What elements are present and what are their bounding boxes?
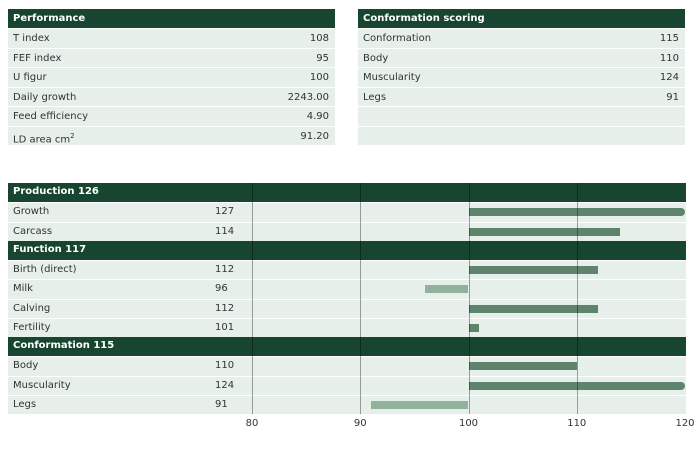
bar-value: 112 — [215, 264, 235, 275]
bar — [468, 304, 599, 313]
row-value: 91 — [666, 91, 679, 103]
tick-label: 90 — [353, 418, 367, 429]
row-label: Body — [363, 52, 389, 64]
gridline — [252, 183, 253, 414]
bar — [468, 381, 685, 390]
bar-value: 114 — [215, 225, 235, 237]
index-bar-chart: Production 126 Growth 127 Carcass 114 Functio… — [8, 183, 686, 414]
bar-row: Calving 112 — [8, 298, 686, 318]
table-row: T index 108 — [8, 28, 335, 48]
group-header: Function 117 — [8, 240, 686, 260]
bar-value: 127 — [215, 206, 235, 218]
bar-label: Growth — [13, 206, 50, 218]
tick-label: 120 — [675, 418, 695, 429]
conformation-scoring-title: Conformation scoring — [358, 9, 685, 28]
gridline — [468, 183, 470, 414]
bar-row: Growth 127 — [8, 202, 686, 222]
row-value: 2243.00 — [287, 91, 329, 103]
bar-value: 91 — [215, 398, 228, 410]
bar-row: Birth (direct) 112 — [8, 260, 686, 280]
table-row: Daily growth 2243.00 — [8, 86, 335, 106]
bar — [468, 227, 621, 236]
performance-table: Performance T index 108 FEF index 95 U figur… — [8, 9, 335, 145]
table-row — [358, 106, 685, 126]
table-row: Muscularity 124 — [358, 67, 685, 87]
bar-label: Milk — [13, 283, 33, 295]
bar-row: Carcass 114 — [8, 221, 686, 241]
bar-row: Muscularity 124 — [8, 375, 686, 395]
superscript: 2 — [70, 131, 75, 140]
bar-value: 101 — [215, 321, 235, 333]
row-label: T index — [13, 33, 50, 44]
bar-label: Calving — [13, 302, 51, 314]
row-value: 115 — [659, 33, 679, 44]
bar — [468, 362, 577, 371]
row-label: Daily growth — [13, 91, 77, 103]
table-row: LD area cm2 91.20 — [8, 125, 335, 146]
table-row: FEF index 95 — [8, 47, 335, 67]
bar-row: Body 110 — [8, 356, 686, 376]
row-label: Conformation — [363, 33, 432, 44]
bar-value: 112 — [215, 302, 235, 314]
bar-row: Fertility 101 — [8, 317, 686, 337]
row-label: FEF index — [13, 52, 62, 64]
bar — [468, 323, 480, 332]
table-row: Body 110 — [358, 47, 685, 67]
bar — [371, 400, 469, 409]
table-row — [358, 125, 685, 145]
bar — [468, 266, 599, 274]
bar-label: Birth (direct) — [13, 264, 77, 275]
bar-label: Body — [13, 360, 39, 372]
bar-label: Legs — [13, 398, 37, 410]
group-header: Conformation 115 — [8, 337, 686, 357]
row-value: 95 — [316, 52, 329, 64]
row-value: 100 — [309, 72, 329, 83]
bar-value: 96 — [215, 283, 228, 295]
bar-label: Carcass — [13, 225, 53, 237]
table-row: U figur 100 — [8, 67, 335, 87]
tick-label: 110 — [567, 418, 587, 429]
gridline — [576, 183, 578, 414]
row-value: 124 — [659, 72, 679, 83]
row-label: U figur — [13, 72, 47, 83]
row-value: 4.90 — [306, 111, 329, 122]
row-value: 110 — [659, 52, 679, 64]
table-row: Feed efficiency 4.90 — [8, 106, 335, 126]
row-label: LD area cm — [13, 133, 71, 145]
bar-value: 110 — [215, 360, 235, 372]
tick-label: 100 — [458, 418, 479, 429]
tick-label: 80 — [245, 418, 259, 429]
conformation-scoring-table: Conformation scoring Conformation 115 Body… — [358, 9, 685, 145]
bar-label: Fertility — [13, 321, 51, 333]
bar-value: 124 — [215, 379, 235, 391]
bar — [468, 208, 685, 217]
table-row: Conformation 115 — [358, 28, 685, 48]
row-label: Muscularity — [363, 72, 421, 83]
bar — [425, 285, 469, 294]
row-label-wrap: LD area cm2 — [13, 127, 75, 146]
row-label: Feed efficiency — [13, 111, 89, 122]
table-row: Legs 91 — [358, 86, 685, 106]
bar-row: Milk 96 — [8, 279, 686, 299]
row-value: 91.20 — [300, 130, 329, 142]
group-header: Production 126 — [8, 183, 686, 203]
row-value: 108 — [309, 33, 329, 44]
bar-row: Legs 91 — [8, 394, 686, 414]
gridline — [360, 183, 362, 414]
bar-label: Muscularity — [13, 379, 71, 391]
row-label: Legs — [363, 91, 387, 103]
performance-title: Performance — [8, 9, 335, 28]
